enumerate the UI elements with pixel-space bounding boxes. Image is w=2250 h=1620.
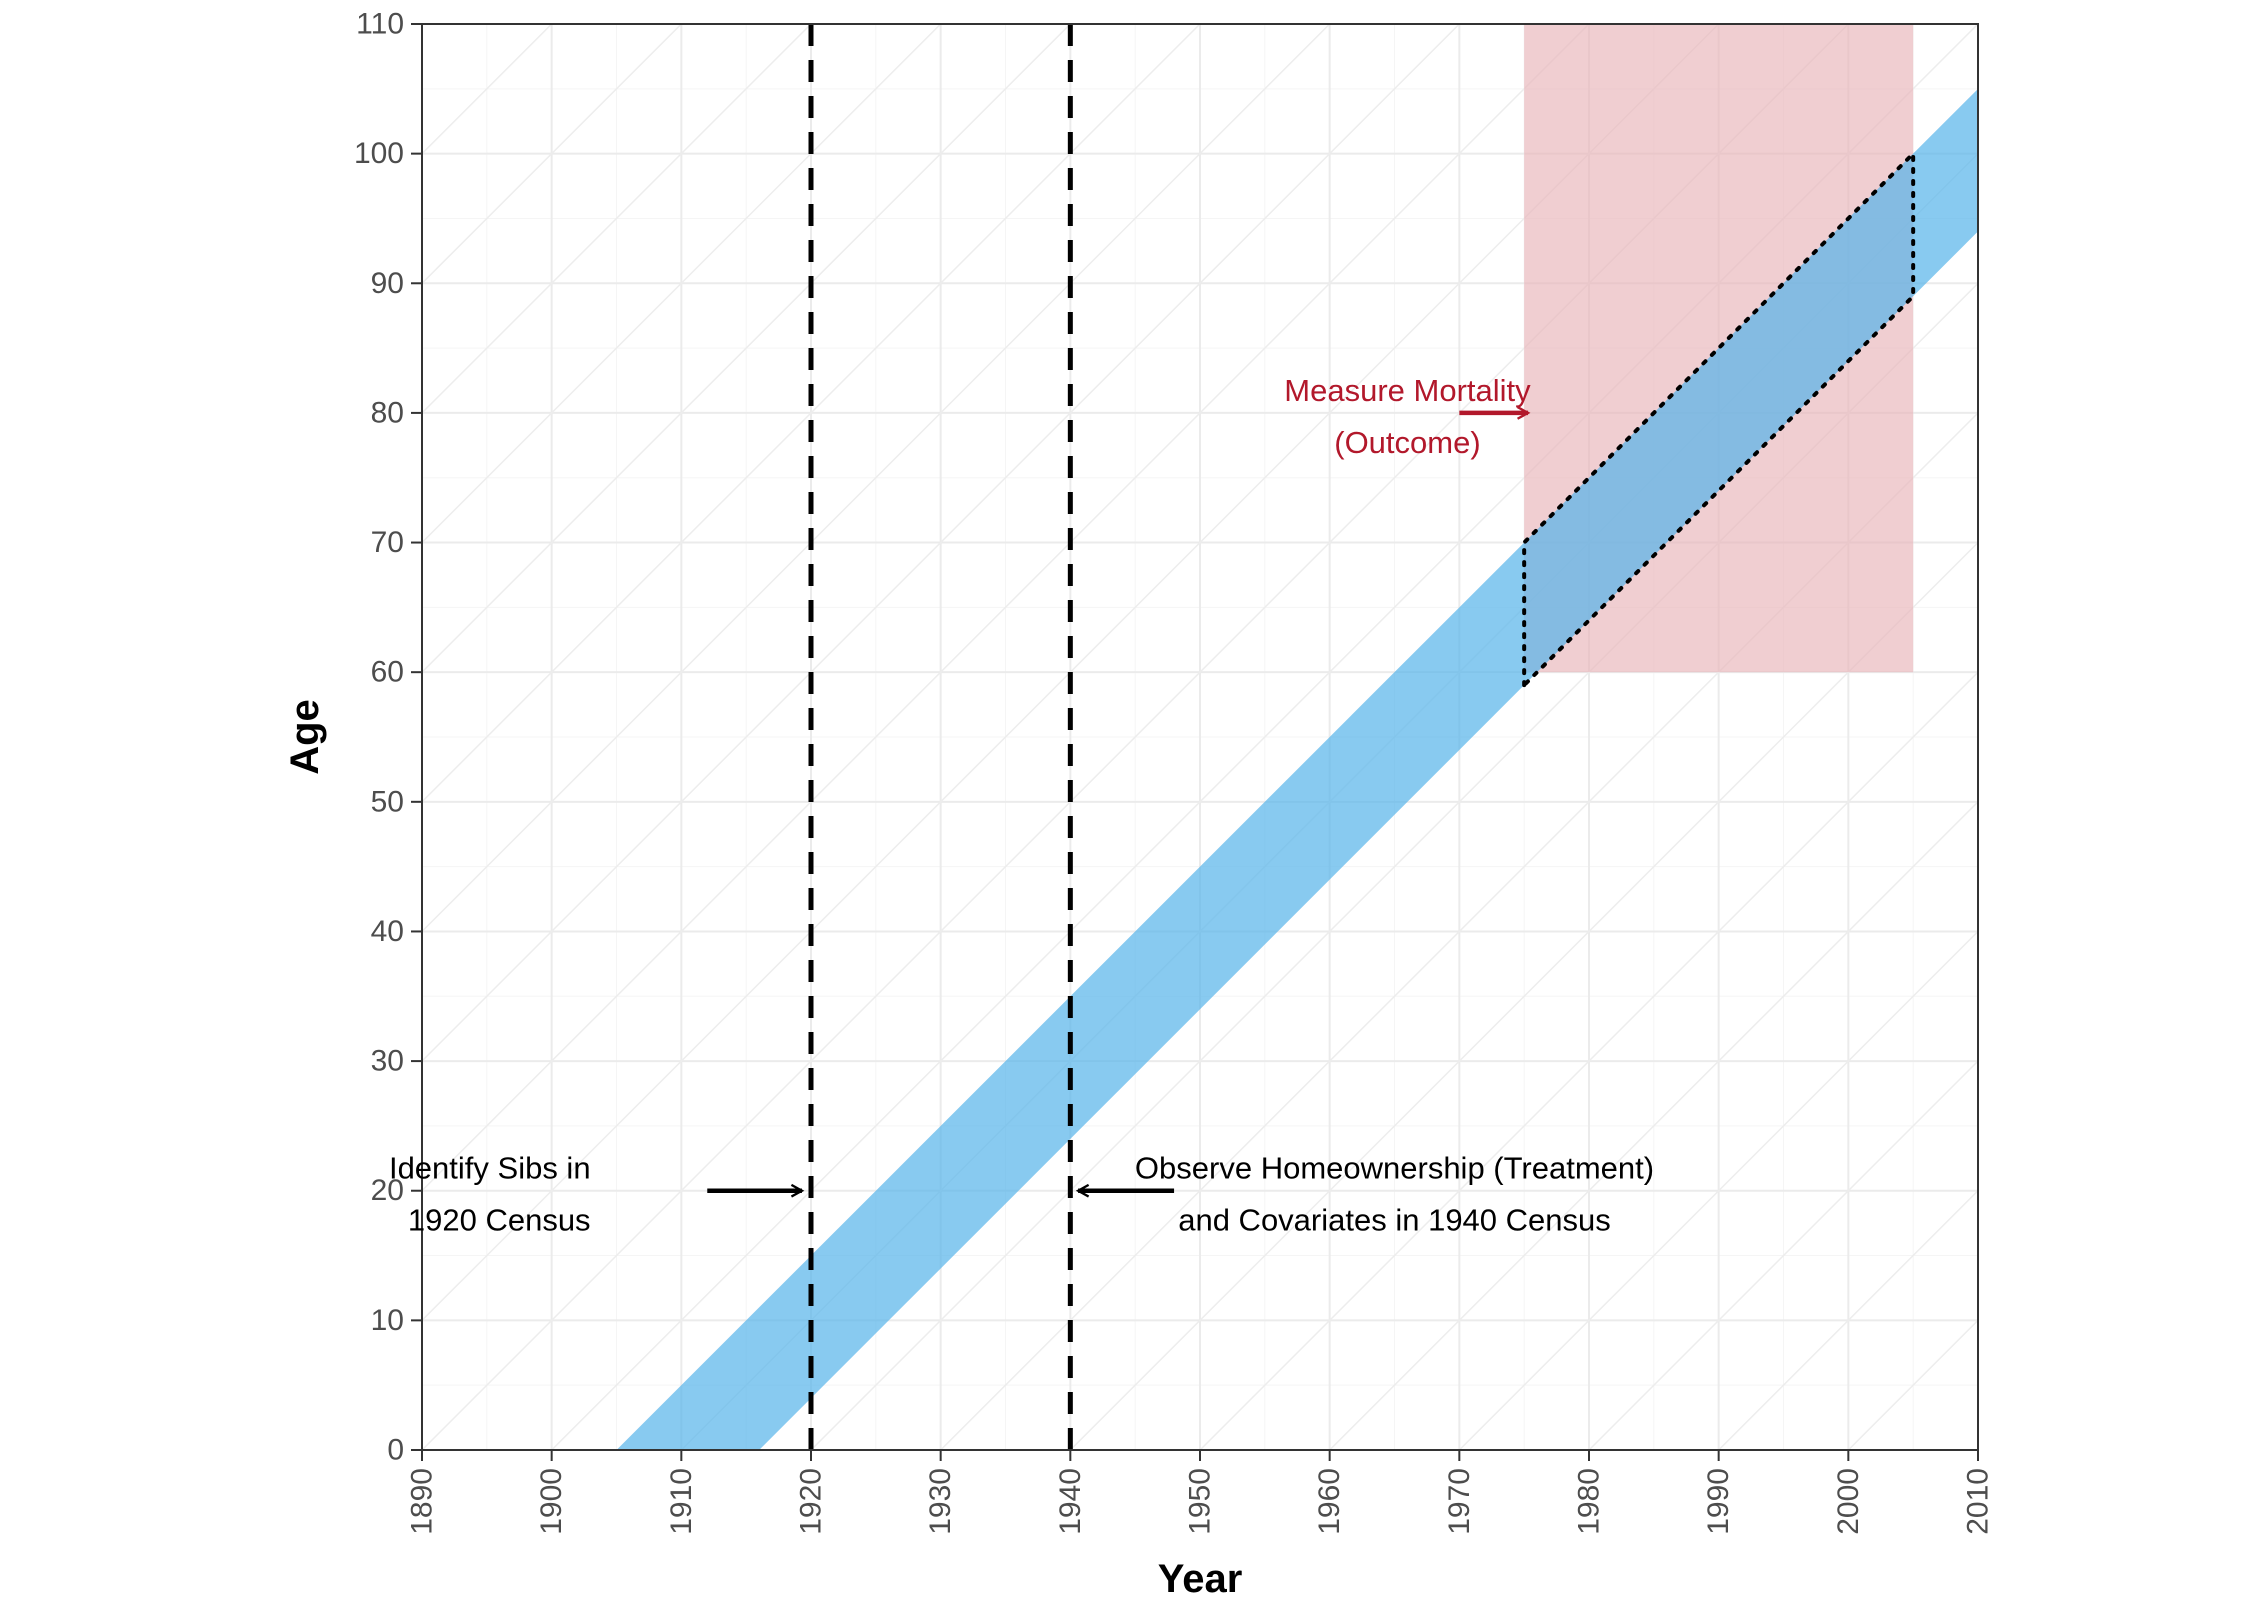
y-tick-label: 0: [387, 1434, 404, 1467]
annotation-line: Observe Homeownership (Treatment): [1135, 1151, 1654, 1186]
annotation-sibs: Identify Sibs in 1920 Census: [389, 1151, 591, 1238]
x-tick-label: 1950: [1184, 1468, 1217, 1535]
x-tick-label: 2010: [1962, 1468, 1995, 1535]
y-tick-label: 50: [371, 785, 404, 818]
y-tick-label: 70: [371, 526, 404, 559]
census-lines: [808, 24, 1073, 1450]
lexis-diagonal: [422, 24, 423, 26]
lexis-diagonal: [422, 24, 682, 285]
x-tick-label: 1900: [535, 1468, 568, 1535]
lexis-diagonal: [940, 411, 1978, 1450]
lexis-diagonal: [422, 24, 1201, 803]
x-tick-label: 1970: [1443, 1468, 1476, 1535]
x-tick-label: 1940: [1054, 1468, 1087, 1535]
lexis-diagonal: [422, 24, 1331, 933]
x-tick-label: 1910: [665, 1468, 698, 1535]
annotation-line: Measure Mortality: [1284, 373, 1531, 408]
y-tick-label: 30: [371, 1045, 404, 1078]
y-tick-label: 40: [371, 915, 404, 948]
annotation-line: (Outcome): [1334, 425, 1480, 460]
lexis-diagonal: [1199, 671, 1978, 1450]
y-tick-label: 60: [371, 656, 404, 689]
lexis-diagonal: [1329, 800, 1978, 1450]
y-tick-label: 80: [371, 396, 404, 429]
lexis-diagonal: [422, 24, 942, 544]
lexis-diagonal: [422, 24, 812, 414]
lexis-diagonal: [422, 24, 1071, 674]
observed-outcome-region: [1522, 148, 1916, 690]
x-tick-label: 1990: [1702, 1468, 1735, 1535]
y-tick-label: 90: [371, 267, 404, 300]
annotation-homeownership: Observe Homeownership (Treatment) and Cov…: [1135, 1151, 1654, 1238]
y-tick-label: 100: [354, 137, 404, 170]
y-tick-label: 10: [371, 1304, 404, 1337]
lexis-diagonal: [422, 24, 1460, 1063]
annotation-mortality: Measure Mortality (Outcome): [1284, 373, 1531, 460]
x-tick-label: 1960: [1313, 1468, 1346, 1535]
y-tick-label: 20: [371, 1174, 404, 1207]
lexis-diagonal: [1588, 1060, 1978, 1450]
x-tick-label: 1930: [924, 1468, 957, 1535]
x-tick-label: 2000: [1832, 1468, 1865, 1535]
x-tick-label: 1890: [406, 1468, 439, 1535]
annotations: Identify Sibs in 1920 Census Observe Homeo…: [389, 373, 1654, 1238]
annotation-line: 1920 Census: [408, 1203, 591, 1238]
x-axis-title: Year: [1158, 1557, 1243, 1601]
y-tick-label: 110: [356, 8, 404, 41]
lexis-diagonal: [1069, 541, 1978, 1450]
y-axis-title: Age: [283, 699, 327, 775]
x-tick-label: 1980: [1573, 1468, 1606, 1535]
data-regions: [616, 24, 1978, 1450]
lexis-diagonal: [422, 24, 1720, 1322]
annotation-line: Identify Sibs in: [389, 1151, 591, 1186]
axes: 1890 1900 1910 1920 1930 1940 1950 1960 1970 1980…: [354, 8, 1995, 1535]
lexis-diagonal: [1718, 1189, 1978, 1450]
lexis-diagonal: [1458, 930, 1978, 1450]
lexis-diagonal: [1977, 1448, 1978, 1450]
lexis-diagonal: [422, 24, 1590, 1192]
x-tick-label: 1920: [795, 1468, 828, 1535]
lexis-diagonal: [810, 282, 1978, 1450]
annotation-line: and Covariates in 1940 Census: [1178, 1203, 1611, 1238]
